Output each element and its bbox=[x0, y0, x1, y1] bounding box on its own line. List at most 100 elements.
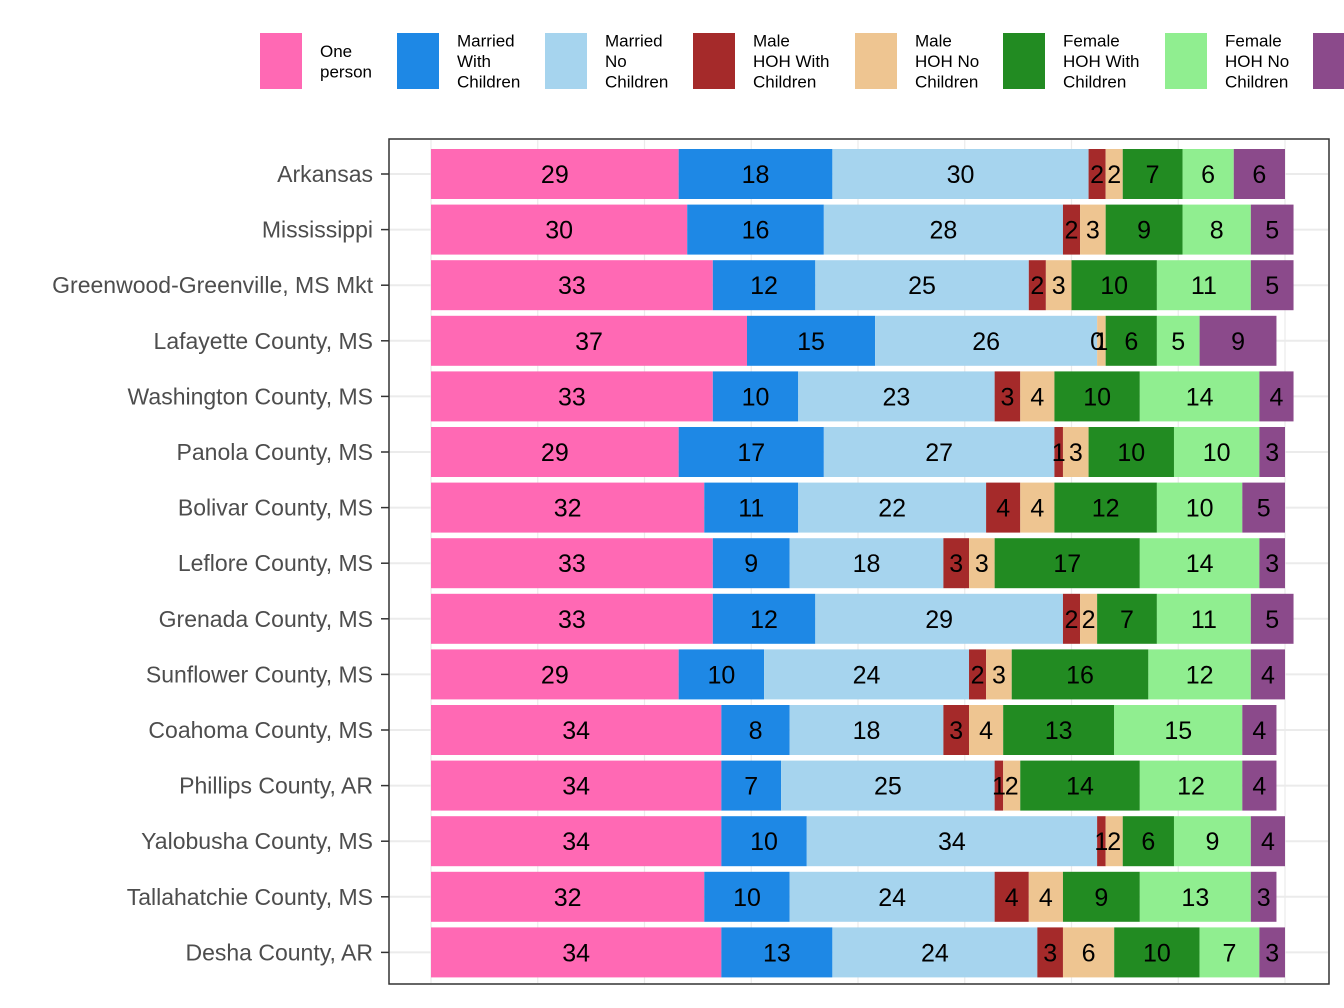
value-label: 37 bbox=[575, 328, 603, 356]
value-label: 10 bbox=[742, 383, 770, 411]
value-label: 34 bbox=[938, 828, 966, 856]
bar-segment-male-hoh-with-children bbox=[1028, 260, 1046, 311]
bar-segment-female-hoh-with-children bbox=[1062, 871, 1140, 922]
category-label: Arkansas bbox=[277, 161, 373, 187]
bar-segment-female-hoh-no-children bbox=[1182, 204, 1251, 255]
bar-segment-female-hoh-no-children bbox=[1148, 649, 1251, 700]
legend-label: Children bbox=[753, 73, 816, 92]
bar-segment-one-person bbox=[431, 871, 705, 922]
bar-segment-other bbox=[1259, 371, 1294, 422]
value-label: 9 bbox=[1205, 828, 1219, 856]
bar-segment-other bbox=[1259, 427, 1285, 477]
value-label: 3 bbox=[992, 661, 1006, 689]
value-labels: 29 18 30 2 2 7 6 630 16 28 2 3 9 8 533 12 25 2 3 10 11 537 15 2… bbox=[541, 161, 1284, 967]
value-label: 10 bbox=[1186, 495, 1214, 523]
bar-segment-one-person bbox=[431, 593, 713, 644]
bars bbox=[431, 149, 1294, 978]
category-label: Phillips County, AR bbox=[179, 773, 373, 799]
bar-segment-male-hoh-with-children bbox=[943, 538, 970, 589]
bar-segment-one-person bbox=[431, 204, 688, 255]
bar-segment-male-hoh-no-children bbox=[1028, 871, 1063, 922]
bar-segment-male-hoh-with-children bbox=[1037, 927, 1063, 978]
bar-segment-one-person bbox=[431, 260, 713, 311]
value-label: 1 bbox=[1094, 828, 1108, 856]
value-label: 4 bbox=[996, 495, 1010, 523]
bar-segment-male-hoh-with-children bbox=[994, 760, 1004, 811]
value-label: 34 bbox=[562, 939, 590, 967]
legend-key-male-hoh-no-children bbox=[855, 33, 897, 89]
bar-segment-one-person bbox=[431, 705, 722, 755]
legend-label: HOH No bbox=[915, 52, 979, 71]
value-label: 14 bbox=[1066, 773, 1094, 801]
value-label: 29 bbox=[925, 606, 953, 634]
bar-segment-married-no-children bbox=[832, 149, 1089, 199]
value-label: 3 bbox=[1043, 939, 1057, 967]
category-label: Grenada County, MS bbox=[159, 606, 373, 632]
value-label: 12 bbox=[1186, 661, 1214, 689]
value-label: 9 bbox=[1231, 328, 1245, 356]
value-label: 14 bbox=[1186, 383, 1214, 411]
legend-key-married-with-children bbox=[397, 33, 439, 89]
value-label: 24 bbox=[878, 884, 906, 912]
bar-segment-male-hoh-no-children bbox=[1062, 427, 1089, 477]
value-label: 34 bbox=[562, 717, 590, 745]
bar-segment-other bbox=[1199, 315, 1277, 366]
value-label: 10 bbox=[750, 828, 778, 856]
value-label: 10 bbox=[1143, 939, 1171, 967]
value-label: 32 bbox=[554, 884, 582, 912]
value-label: 7 bbox=[1146, 161, 1160, 189]
value-label: 18 bbox=[853, 717, 881, 745]
value-label: 12 bbox=[1092, 495, 1120, 523]
bar-segment-female-hoh-no-children bbox=[1139, 871, 1251, 922]
value-label: 13 bbox=[763, 939, 791, 967]
category-label: Washington County, MS bbox=[128, 383, 373, 409]
bar-segment-married-with-children bbox=[721, 927, 833, 978]
bar-segment-other bbox=[1250, 649, 1285, 700]
value-label: 1 bbox=[992, 773, 1006, 801]
value-label: 10 bbox=[707, 661, 735, 689]
bar-segment-one-person bbox=[431, 816, 722, 867]
legend-key-one-person bbox=[260, 33, 302, 89]
bar-segment-female-hoh-no-children bbox=[1199, 927, 1260, 978]
bar-segment-married-with-children bbox=[721, 816, 807, 867]
bar-segment-other bbox=[1242, 760, 1277, 811]
value-label: 4 bbox=[1005, 884, 1019, 912]
bar-segment-female-hoh-with-children bbox=[1003, 705, 1115, 755]
value-label: 33 bbox=[558, 383, 586, 411]
bar-segment-married-no-children bbox=[789, 871, 995, 922]
legend-label: HOH With bbox=[1063, 52, 1140, 71]
value-label: 6 bbox=[1252, 161, 1266, 189]
category-label: Bolivar County, MS bbox=[178, 495, 373, 521]
value-label: 2 bbox=[1005, 773, 1019, 801]
value-label: 6 bbox=[1082, 939, 1096, 967]
value-label: 2 bbox=[1082, 606, 1096, 634]
bar-segment-one-person bbox=[431, 649, 679, 700]
bar-segment-married-no-children bbox=[823, 204, 1063, 255]
bar-segment-married-no-children bbox=[764, 649, 970, 700]
legend-label: One bbox=[320, 42, 352, 61]
bar-segment-married-with-children bbox=[704, 871, 790, 922]
value-label: 33 bbox=[558, 606, 586, 634]
bar-segment-male-hoh-with-children bbox=[1054, 427, 1063, 477]
value-label: 2 bbox=[1107, 828, 1121, 856]
bar-segment-female-hoh-with-children bbox=[1054, 371, 1140, 422]
bar-segment-male-hoh-no-children bbox=[1062, 927, 1115, 978]
bar-segment-male-hoh-with-children bbox=[1062, 593, 1081, 644]
value-label: 29 bbox=[541, 439, 569, 467]
legend-label: With bbox=[457, 52, 491, 71]
legend-label: Female bbox=[1225, 32, 1282, 51]
bar-segment-female-hoh-with-children bbox=[1114, 927, 1200, 978]
value-label: 16 bbox=[1066, 661, 1094, 689]
value-label: 7 bbox=[1120, 606, 1134, 634]
bar-segment-male-hoh-no-children bbox=[969, 705, 1004, 755]
bar-segment-female-hoh-no-children bbox=[1156, 315, 1200, 366]
value-label: 8 bbox=[749, 717, 763, 745]
value-label: 11 bbox=[738, 495, 764, 523]
bar-segment-other bbox=[1259, 927, 1285, 978]
category-label: Lafayette County, MS bbox=[154, 328, 373, 354]
value-label: 13 bbox=[1045, 717, 1073, 745]
bar-segment-married-no-children bbox=[781, 760, 995, 811]
bar-segment-female-hoh-with-children bbox=[1105, 204, 1183, 255]
bar-segment-one-person bbox=[431, 927, 722, 978]
